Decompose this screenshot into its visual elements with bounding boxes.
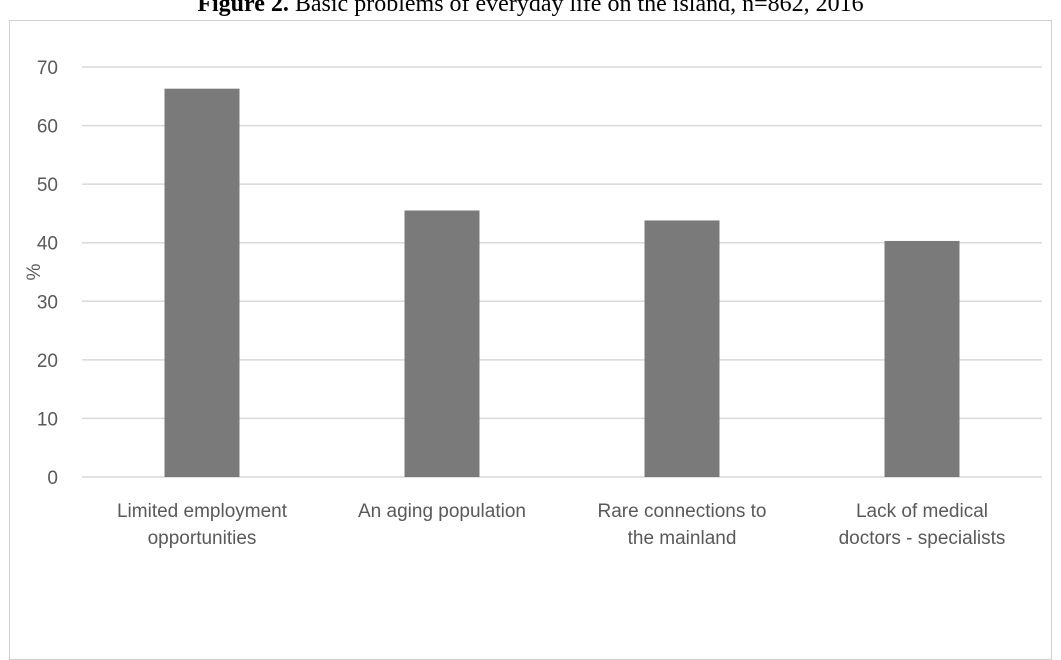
- x-category-label: Rare connections to the mainland: [598, 501, 767, 549]
- bar-chart: 0 10 20 30 40 50 60 70 % Limited employment oppo…: [24, 58, 1042, 549]
- x-axis-categories: Limited employment opportunities An aging …: [117, 501, 1005, 549]
- bar: [404, 210, 480, 477]
- x-category-label: Limited employment opportunities: [117, 501, 288, 549]
- y-tick-label: 60: [37, 117, 58, 138]
- y-tick-label: 10: [37, 409, 58, 430]
- x-category-label: Lack of medical doctors - specialists: [839, 501, 1006, 549]
- figure-caption: Figure 2. Basic problems of everyday lif…: [0, 0, 1061, 18]
- y-axis-label: %: [24, 263, 45, 280]
- bars: [164, 88, 960, 478]
- y-tick-label: 50: [37, 175, 58, 196]
- figure-caption-text: Basic problems of everyday life on the i…: [294, 0, 864, 17]
- figure-caption-label: Figure 2.: [197, 0, 289, 17]
- y-tick-label: 70: [37, 58, 58, 79]
- gridlines: [82, 66, 1042, 478]
- bar: [644, 220, 720, 477]
- x-category-label: An aging population: [358, 501, 526, 522]
- y-tick-label: 0: [47, 468, 58, 489]
- y-tick-label: 30: [37, 292, 58, 313]
- y-axis-ticks: 0 10 20 30 40 50 60 70: [37, 58, 58, 489]
- y-tick-label: 40: [37, 234, 58, 255]
- y-tick-label: 20: [37, 351, 58, 372]
- bar: [164, 88, 240, 478]
- bar: [884, 240, 960, 477]
